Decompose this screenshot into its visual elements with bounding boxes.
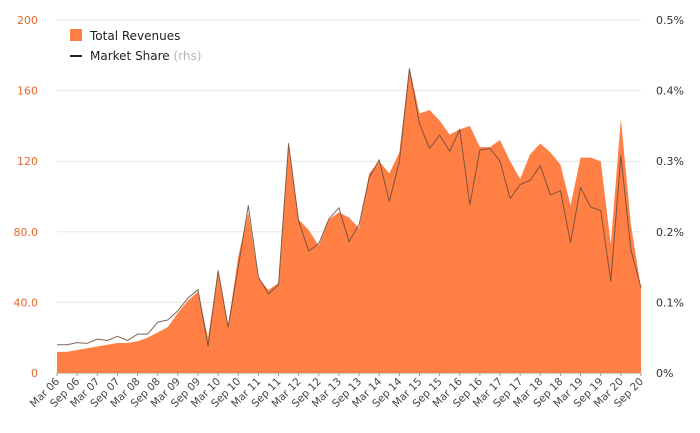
left-y-tick-label: 120 (17, 155, 38, 168)
right-y-tick-label: 0% (656, 367, 673, 380)
legend-swatch-revenues (70, 29, 82, 41)
right-y-tick-label: 0.1% (656, 296, 684, 309)
legend: Total Revenues Market Share (rhs) (70, 29, 201, 63)
left-y-tick-label: 200 (17, 14, 38, 27)
series-total-revenues-area (57, 67, 641, 373)
right-y-axis: 0% 0.1% 0.2% 0.3% 0.4% 0.5% (656, 14, 684, 380)
right-y-tick-label: 0.4% (656, 85, 684, 98)
left-y-tick-label: 40.0 (14, 296, 39, 309)
market-share-line-layer (57, 68, 642, 347)
right-y-tick-label: 0.2% (656, 226, 684, 239)
left-y-tick-label: 80.0 (14, 226, 39, 239)
legend-label-revenues: Total Revenues (89, 29, 180, 43)
legend-label-market-share: Market Share (rhs) (90, 49, 201, 63)
right-y-tick-label: 0.3% (656, 155, 684, 168)
left-y-tick-label: 160 (17, 85, 38, 98)
legend-rhs-note: (rhs) (174, 49, 202, 63)
series-market-share-line (57, 68, 642, 347)
right-y-tick-label: 0.5% (656, 14, 684, 27)
left-y-tick-label: 0 (31, 367, 38, 380)
legend-market-share-text: Market Share (90, 49, 170, 63)
revenues-area-layer (57, 67, 641, 373)
left-y-axis: 0 40.0 80.0 120 160 200 (14, 14, 39, 380)
